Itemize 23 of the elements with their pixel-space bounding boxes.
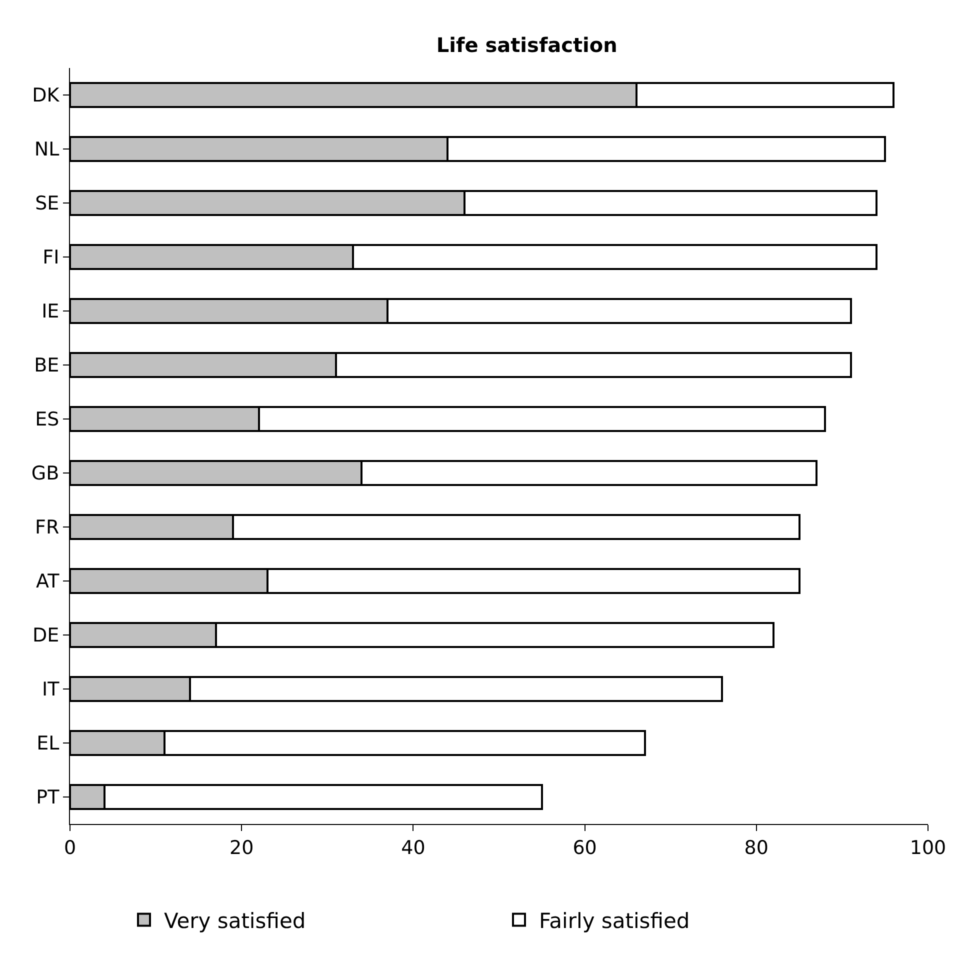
chart-title: Life satisfaction bbox=[436, 33, 618, 58]
y-tick-label: IT bbox=[42, 678, 60, 701]
y-tick-label: IE bbox=[42, 300, 60, 323]
y-tick-label: PT bbox=[36, 786, 60, 809]
x-tick-label: 60 bbox=[572, 836, 597, 859]
y-tick-label: EL bbox=[36, 732, 60, 755]
y-tick-label: DK bbox=[32, 84, 60, 107]
legend-label: Fairly satisfied bbox=[539, 908, 690, 933]
x-tick-label: 40 bbox=[401, 836, 426, 859]
x-tick-label: 100 bbox=[910, 836, 946, 859]
y-tick-label: FI bbox=[42, 246, 60, 269]
y-tick-label: GB bbox=[31, 462, 60, 485]
x-tick-label: 80 bbox=[744, 836, 768, 859]
legend-label: Very satisfied bbox=[164, 908, 306, 933]
y-tick-label: BE bbox=[34, 354, 60, 377]
y-tick-label: ES bbox=[35, 408, 60, 431]
x-tick-label: 0 bbox=[64, 836, 76, 859]
y-tick-label: AT bbox=[36, 570, 60, 593]
y-tick-label: FR bbox=[35, 516, 60, 539]
y-tick-label: NL bbox=[34, 138, 60, 161]
y-tick-label: DE bbox=[32, 624, 60, 647]
y-tick-label: SE bbox=[35, 192, 60, 215]
x-tick-label: 20 bbox=[230, 836, 254, 859]
